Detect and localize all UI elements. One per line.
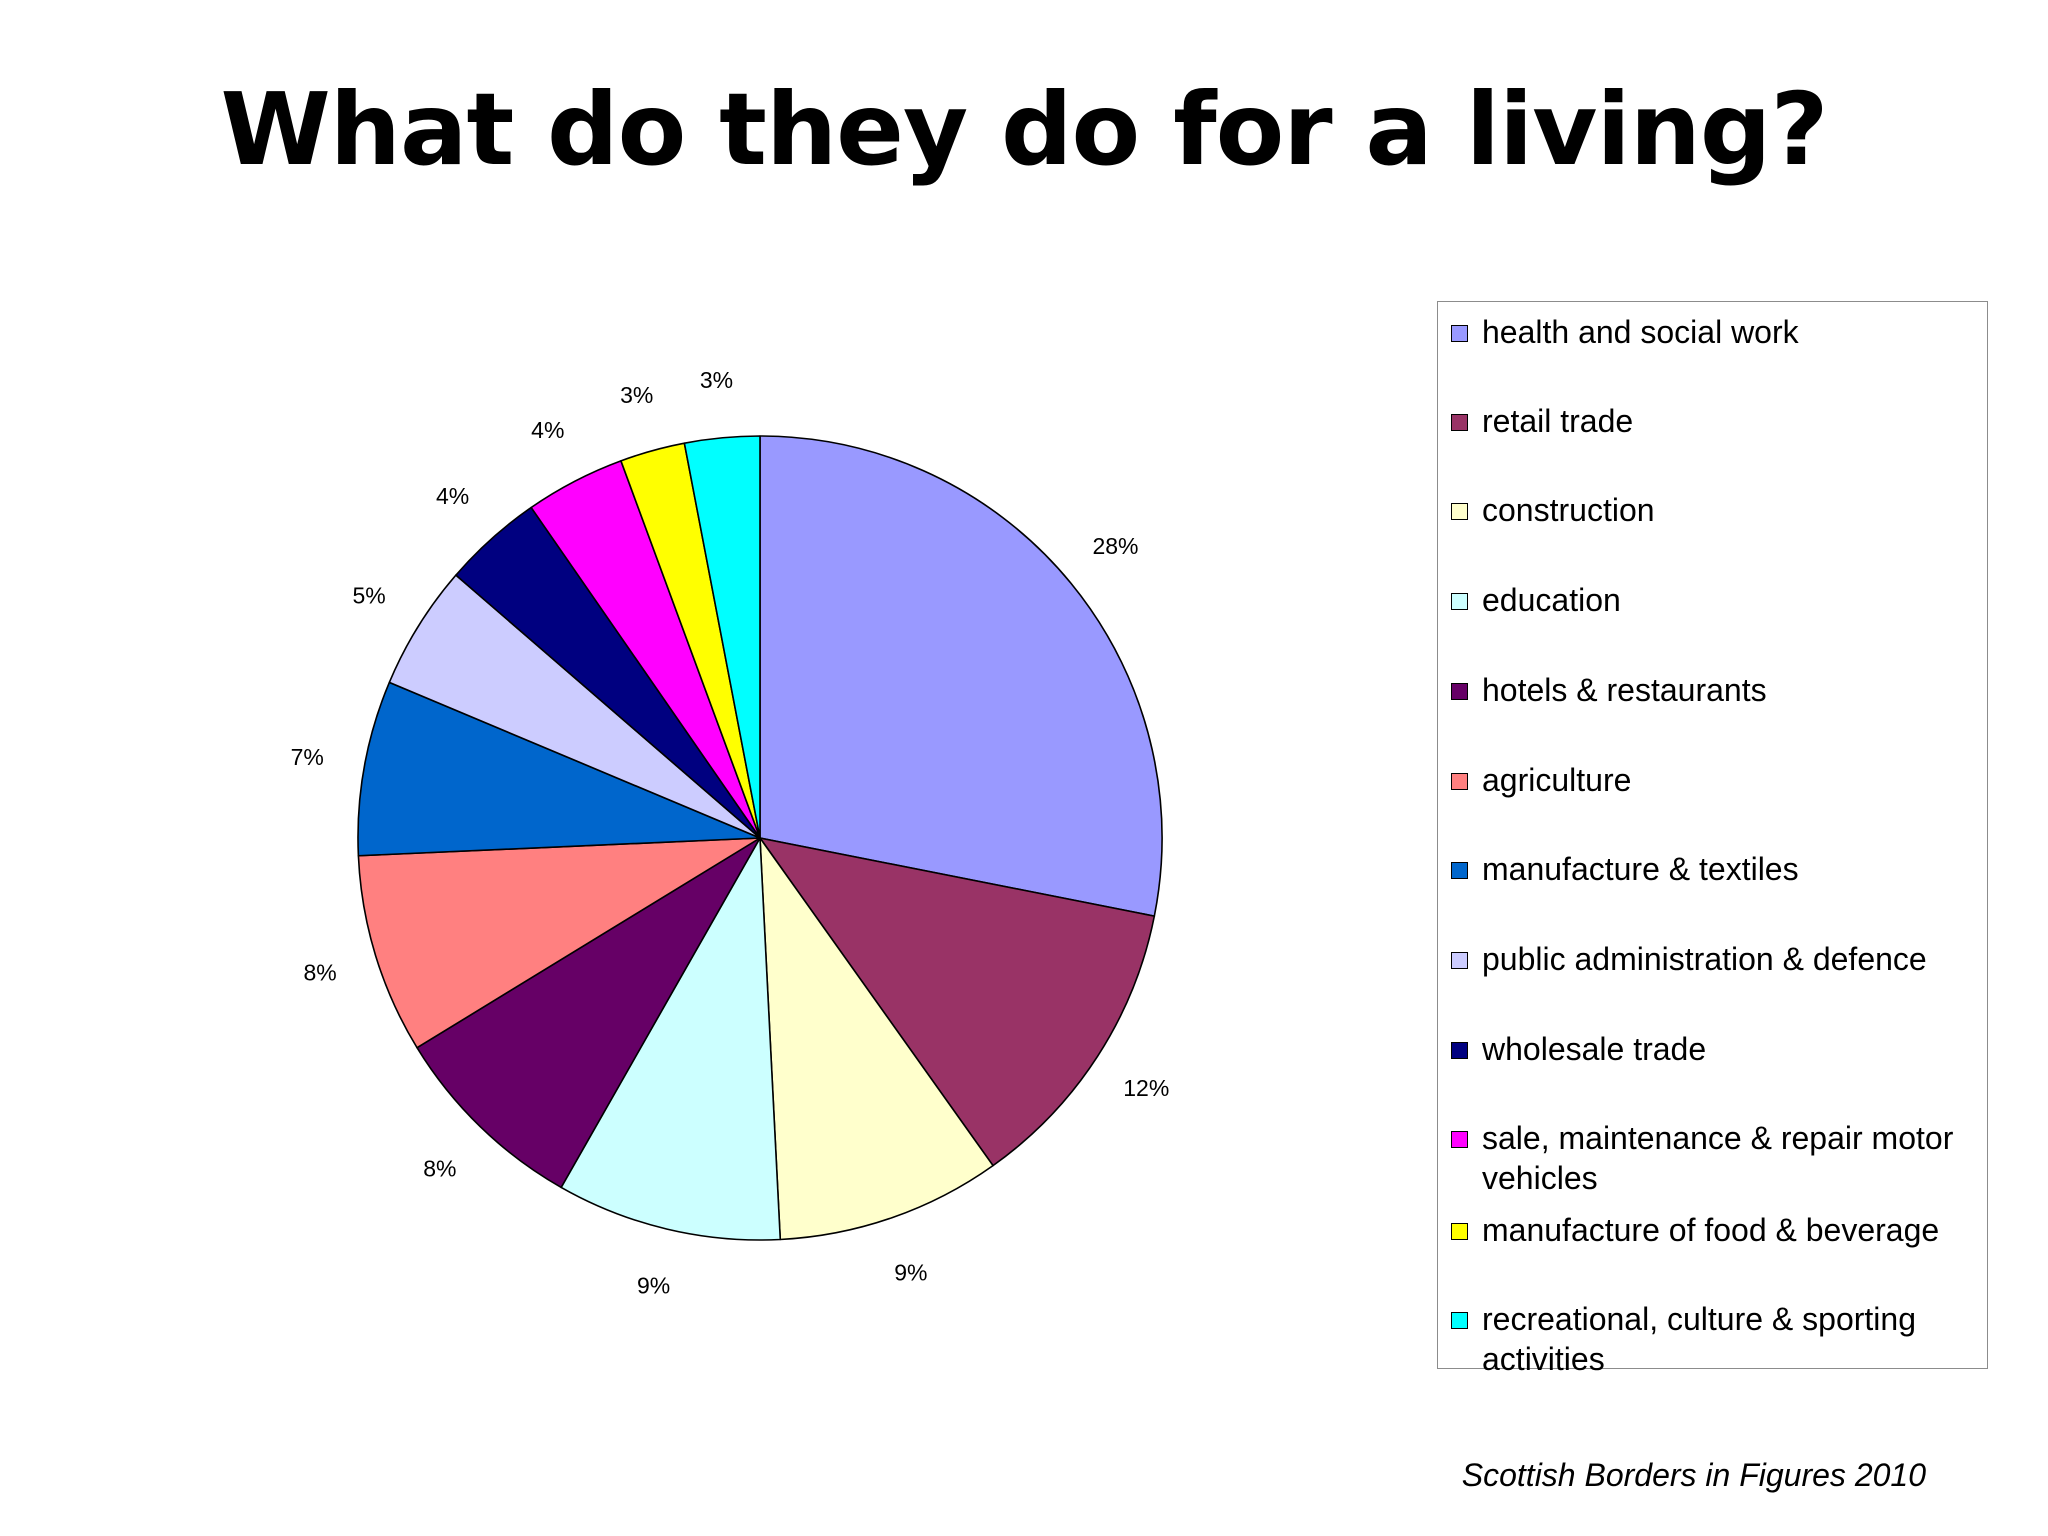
- data-label-3: 9%: [637, 1273, 670, 1299]
- source-note: Scottish Borders in Figures 2010: [1461, 1457, 1926, 1493]
- data-label-9: 4%: [531, 417, 564, 443]
- legend-item: recreational, culture & sporting activit…: [1448, 1299, 1983, 1379]
- data-label-10: 3%: [620, 382, 653, 408]
- legend-item: retail trade: [1448, 401, 1983, 441]
- legend-label: wholesale trade: [1482, 1031, 1707, 1067]
- data-label-4: 8%: [423, 1155, 456, 1181]
- legend-label: public administration & defence: [1482, 941, 1927, 977]
- legend-item: health and social work: [1448, 312, 1983, 352]
- pie-slice-0: [759, 435, 1163, 917]
- chart-legend: health and social work retail trade constr…: [1437, 301, 1988, 1377]
- pie-slice-3: [560, 837, 782, 1241]
- data-label-6: 7%: [291, 744, 324, 770]
- pie-slice-2: [759, 837, 994, 1241]
- legend-item: manufacture & textiles: [1448, 849, 1983, 889]
- legend-label: manufacture of food & beverage: [1482, 1212, 1940, 1248]
- legend-swatch: [1451, 503, 1468, 520]
- data-label-5: 8%: [303, 959, 336, 985]
- pie-slice-11: [683, 435, 761, 839]
- data-label-8: 4%: [436, 483, 469, 509]
- pie-slice-6: [357, 681, 761, 857]
- data-label-1: 12%: [1123, 1075, 1169, 1101]
- pie-slice-5: [357, 837, 761, 1049]
- legend-item: education: [1448, 580, 1983, 620]
- legend-item: hotels & restaurants: [1448, 670, 1983, 710]
- pie-data-labels: 28% 12% 9% 9% 8% 8% 7% 5% 4% 4% 3% 3%: [291, 367, 1170, 1298]
- legend-item: manufacture of food & beverage: [1448, 1210, 1983, 1250]
- data-label-2: 9%: [894, 1260, 927, 1286]
- pie-slices: [357, 435, 1163, 1241]
- legend-label: manufacture & textiles: [1482, 851, 1799, 887]
- legend-label: hotels & restaurants: [1482, 672, 1767, 708]
- legend-label: sale, maintenance & repair motor vehicle…: [1482, 1120, 1954, 1196]
- legend-item: sale, maintenance & repair motor vehicle…: [1448, 1118, 1983, 1198]
- legend-swatch: [1451, 325, 1468, 342]
- legend-label: construction: [1482, 492, 1655, 528]
- legend-item: construction: [1448, 490, 1983, 530]
- legend-swatch: [1451, 773, 1468, 790]
- legend-label: agriculture: [1482, 762, 1632, 798]
- legend-swatch: [1451, 952, 1468, 969]
- legend-item: agriculture: [1448, 760, 1983, 800]
- legend-item: wholesale trade: [1448, 1029, 1983, 1069]
- legend-swatch: [1451, 593, 1468, 610]
- legend-item: public administration & defence: [1448, 939, 1983, 979]
- data-label-7: 5%: [352, 583, 385, 609]
- legend-swatch: [1451, 1042, 1468, 1059]
- data-label-0: 28%: [1092, 533, 1138, 559]
- legend-swatch: [1451, 683, 1468, 700]
- legend-swatch: [1451, 862, 1468, 879]
- legend-label: health and social work: [1482, 314, 1799, 350]
- data-label-11: 3%: [700, 367, 733, 393]
- page-title: What do they do for a living?: [220, 71, 1828, 188]
- legend-swatch: [1451, 1131, 1468, 1148]
- pie-slice-1: [759, 837, 1156, 1167]
- pie-slice-4: [416, 837, 761, 1189]
- legend-label: recreational, culture & sporting activit…: [1482, 1301, 1916, 1377]
- legend-label: retail trade: [1482, 403, 1634, 439]
- legend-swatch: [1451, 1223, 1468, 1240]
- legend-swatch: [1451, 414, 1468, 431]
- legend-swatch: [1451, 1312, 1468, 1329]
- legend-label: education: [1482, 582, 1621, 618]
